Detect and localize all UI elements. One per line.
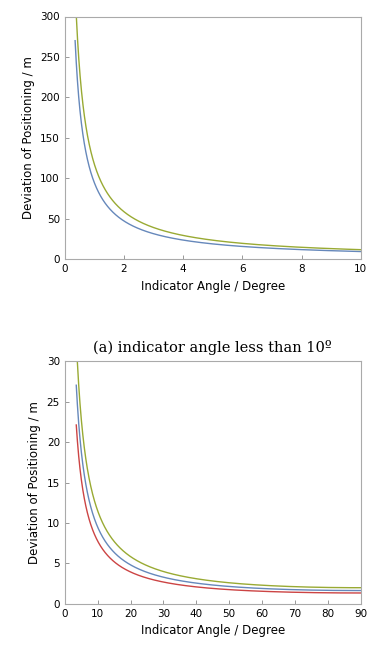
Y-axis label: Deviation of Positioning / m: Deviation of Positioning / m — [28, 401, 41, 564]
X-axis label: Indicator Angle / Degree: Indicator Angle / Degree — [141, 280, 285, 292]
Y-axis label: Deviation of Positioning / m: Deviation of Positioning / m — [21, 56, 34, 219]
Text: (a) indicator angle less than 10º: (a) indicator angle less than 10º — [94, 340, 332, 355]
X-axis label: Indicator Angle / Degree: Indicator Angle / Degree — [141, 624, 285, 638]
